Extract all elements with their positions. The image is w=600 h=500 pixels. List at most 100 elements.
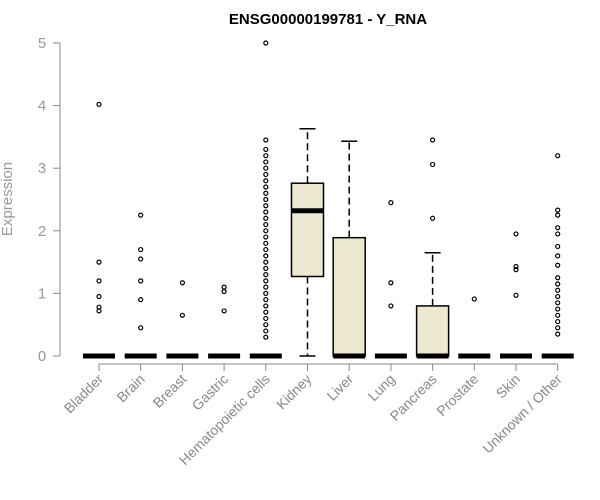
outlier-point xyxy=(555,207,561,213)
outlier-point xyxy=(263,315,269,322)
box-group xyxy=(290,128,325,357)
outlier-point xyxy=(555,300,561,306)
outlier-point xyxy=(263,184,269,190)
outlier-point xyxy=(138,325,144,331)
box-group xyxy=(415,137,450,359)
outlier-point xyxy=(263,228,269,234)
box-group xyxy=(208,284,241,359)
outlier-point xyxy=(138,256,144,262)
outlier-point xyxy=(430,161,436,168)
outlier-point xyxy=(555,262,561,268)
outlier-point xyxy=(263,234,269,240)
outlier-point xyxy=(471,296,477,302)
outlier-point xyxy=(263,171,269,178)
outlier-point xyxy=(96,304,102,310)
outlier-point xyxy=(263,309,269,315)
outlier-point xyxy=(263,159,269,165)
outlier-point xyxy=(263,265,269,271)
y-axis: 0 1 2 3 4 5 xyxy=(38,35,61,365)
box-group xyxy=(83,101,115,359)
outlier-point xyxy=(263,290,269,296)
outlier-point xyxy=(138,297,144,303)
outlier-point xyxy=(263,209,269,215)
outlier-point xyxy=(263,253,269,259)
outlier-point xyxy=(263,153,269,159)
y-tick-label: 4 xyxy=(38,98,46,115)
outlier-point xyxy=(263,284,269,290)
outlier-point xyxy=(263,215,269,221)
outlier-point xyxy=(221,308,227,314)
box-group xyxy=(249,40,282,359)
box-group xyxy=(458,296,491,359)
outlier-point xyxy=(555,153,561,159)
chart-title: ENSG00000199781 - Y_RNA xyxy=(229,11,427,28)
outlier-point xyxy=(555,253,561,259)
box-group xyxy=(374,200,407,359)
outlier-point xyxy=(555,325,561,331)
outlier-point xyxy=(263,203,269,209)
x-tick-label: Breast xyxy=(150,371,190,411)
outlier-point xyxy=(263,40,269,46)
outlier-point xyxy=(138,212,144,218)
y-tick-label: 0 xyxy=(38,348,46,365)
box xyxy=(415,305,450,357)
outlier-point xyxy=(555,293,561,300)
outlier-point xyxy=(263,246,269,253)
y-tick-label: 2 xyxy=(38,223,46,240)
outlier-point xyxy=(263,303,269,309)
outlier-point xyxy=(96,259,102,265)
outlier-point xyxy=(388,280,394,286)
outlier-point xyxy=(263,259,269,265)
outlier-point xyxy=(263,334,269,340)
x-tick-label: Kidney xyxy=(273,371,315,413)
outlier-point xyxy=(430,215,436,221)
outlier-point xyxy=(138,246,144,253)
outlier-point xyxy=(263,322,269,328)
outlier-point xyxy=(221,288,227,295)
outlier-point xyxy=(179,280,185,286)
outlier-point xyxy=(555,231,561,237)
outlier-point xyxy=(263,190,269,196)
outlier-point xyxy=(555,212,561,218)
outlier-point xyxy=(263,196,269,203)
box-group xyxy=(541,153,574,359)
outlier-point xyxy=(513,263,519,270)
outlier-point xyxy=(179,312,185,318)
box-group xyxy=(500,231,532,359)
outlier-point xyxy=(388,200,394,206)
x-tick-label: Liver xyxy=(324,371,357,404)
y-tick-label: 1 xyxy=(38,285,46,302)
box xyxy=(332,236,366,357)
outlier-point xyxy=(513,231,519,237)
outlier-point xyxy=(555,281,561,287)
outlier-point xyxy=(555,225,561,231)
outlier-point xyxy=(96,293,102,300)
x-tick-label: Lung xyxy=(365,371,398,404)
y-axis-label: Expression xyxy=(0,162,16,236)
outlier-point xyxy=(555,312,561,318)
x-tick-label: Skin xyxy=(493,371,524,402)
outlier-point xyxy=(263,146,269,153)
outlier-point xyxy=(430,137,436,143)
outlier-point xyxy=(263,165,269,171)
box-group xyxy=(332,140,366,359)
box-group xyxy=(166,280,199,359)
outlier-point xyxy=(263,221,269,228)
outlier-point xyxy=(263,278,269,284)
outlier-point xyxy=(555,318,561,325)
x-tick-label: Prostate xyxy=(433,371,481,419)
outlier-point xyxy=(96,278,102,284)
outlier-point xyxy=(513,292,519,298)
outlier-point xyxy=(263,328,269,334)
outlier-point xyxy=(263,240,269,246)
outlier-point xyxy=(555,306,561,312)
plot-area xyxy=(83,40,574,359)
outlier-point xyxy=(555,275,561,281)
outlier-point xyxy=(263,297,269,303)
outlier-point xyxy=(513,267,519,273)
y-tick-label: 3 xyxy=(38,160,46,177)
x-tick-label: Brain xyxy=(113,371,147,405)
outlier-point xyxy=(221,284,227,290)
